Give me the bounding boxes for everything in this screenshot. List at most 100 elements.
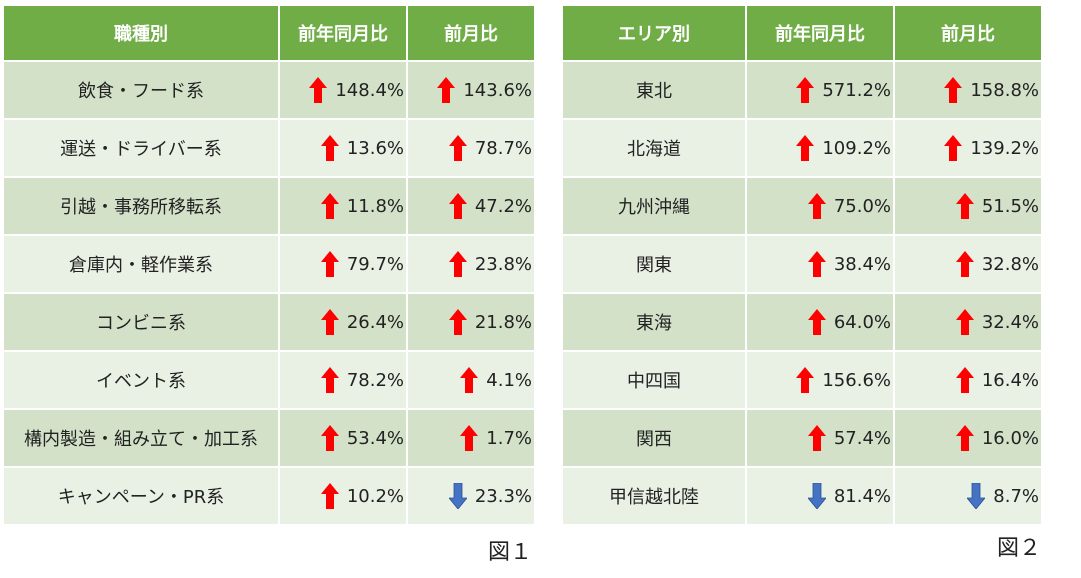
yoy-cell: 38.4% — [747, 236, 893, 292]
blue-down-arrow-icon — [967, 483, 986, 509]
red-up-arrow-icon — [460, 425, 479, 451]
red-up-arrow-icon — [320, 483, 339, 509]
red-up-arrow-icon — [807, 251, 826, 277]
red-up-arrow-icon — [320, 193, 339, 219]
yoy-value: 53.4% — [346, 427, 404, 449]
yoy-cell: 10.2% — [280, 468, 406, 524]
yoy-value: 109.2% — [822, 137, 891, 159]
yoy-cell: 75.0% — [747, 178, 893, 234]
red-up-arrow-icon — [796, 367, 815, 393]
table-row: 飲食・フード系 148.4% 143.6% — [4, 62, 534, 118]
row-label: 引越・事務所移転系 — [4, 178, 278, 234]
mom-cell: 158.8% — [895, 62, 1041, 118]
table-row: 中四国 156.6% 16.4% — [563, 352, 1041, 408]
yoy-cell: 53.4% — [280, 410, 406, 466]
mom-cell: 47.2% — [408, 178, 534, 234]
row-label: 東北 — [563, 62, 745, 118]
red-up-arrow-icon — [437, 77, 456, 103]
mom-cell: 23.3% — [408, 468, 534, 524]
mom-value: 21.8% — [474, 311, 532, 333]
table-row: 引越・事務所移転系 11.8% 47.2% — [4, 178, 534, 234]
mom-value: 158.8% — [970, 79, 1039, 101]
red-up-arrow-icon — [796, 135, 815, 161]
mom-cell: 1.7% — [408, 410, 534, 466]
area-table: エリア別 前年同月比 前月比 東北 571.2% 158.8% 北海道 109.2% 13… — [561, 4, 1043, 526]
yoy-value: 38.4% — [833, 253, 891, 275]
row-label: コンビニ系 — [4, 294, 278, 350]
row-label: 倉庫内・軽作業系 — [4, 236, 278, 292]
mom-value: 51.5% — [981, 195, 1039, 217]
row-label: 関西 — [563, 410, 745, 466]
row-label: 北海道 — [563, 120, 745, 176]
mom-value: 139.2% — [970, 137, 1039, 159]
yoy-cell: 156.6% — [747, 352, 893, 408]
yoy-cell: 11.8% — [280, 178, 406, 234]
mom-value: 47.2% — [474, 195, 532, 217]
mom-cell: 51.5% — [895, 178, 1041, 234]
mom-value: 1.7% — [486, 427, 532, 449]
mom-value: 32.8% — [981, 253, 1039, 275]
red-up-arrow-icon — [796, 77, 815, 103]
yoy-value: 26.4% — [346, 311, 404, 333]
yoy-value: 79.7% — [346, 253, 404, 275]
mom-cell: 16.4% — [895, 352, 1041, 408]
table-row: コンビニ系 26.4% 21.8% — [4, 294, 534, 350]
table-row: 倉庫内・軽作業系 79.7% 23.8% — [4, 236, 534, 292]
header-yoy: 前年同月比 — [280, 6, 406, 60]
figure-caption-1: 図１ — [488, 540, 533, 565]
row-label: 東海 — [563, 294, 745, 350]
yoy-value: 10.2% — [346, 485, 404, 507]
yoy-cell: 64.0% — [747, 294, 893, 350]
mom-cell: 143.6% — [408, 62, 534, 118]
mom-cell: 23.8% — [408, 236, 534, 292]
table-row: キャンペーン・PR系 10.2% 23.3% — [4, 468, 534, 524]
row-label: 運送・ドライバー系 — [4, 120, 278, 176]
yoy-cell: 79.7% — [280, 236, 406, 292]
mom-value: 23.3% — [474, 485, 532, 507]
table-row: 九州沖縄 75.0% 51.5% — [563, 178, 1041, 234]
mom-value: 23.8% — [474, 253, 532, 275]
mom-cell: 4.1% — [408, 352, 534, 408]
yoy-value: 156.6% — [822, 369, 891, 391]
red-up-arrow-icon — [320, 251, 339, 277]
red-up-arrow-icon — [320, 309, 339, 335]
row-label: 甲信越北陸 — [563, 468, 745, 524]
job-category-table: 職種別 前年同月比 前月比 飲食・フード系 148.4% 143.6% 運送・ドライバ… — [2, 4, 536, 526]
blue-down-arrow-icon — [807, 483, 826, 509]
yoy-value: 78.2% — [346, 369, 404, 391]
yoy-cell: 109.2% — [747, 120, 893, 176]
row-label: 飲食・フード系 — [4, 62, 278, 118]
red-up-arrow-icon — [309, 77, 328, 103]
red-up-arrow-icon — [807, 309, 826, 335]
mom-value: 16.0% — [981, 427, 1039, 449]
table-row: 東海 64.0% 32.4% — [563, 294, 1041, 350]
yoy-value: 57.4% — [833, 427, 891, 449]
red-up-arrow-icon — [955, 367, 974, 393]
table-row: イベント系 78.2% 4.1% — [4, 352, 534, 408]
mom-value: 143.6% — [463, 79, 532, 101]
header-yoy: 前年同月比 — [747, 6, 893, 60]
row-label: 関東 — [563, 236, 745, 292]
mom-value: 78.7% — [474, 137, 532, 159]
header-mom: 前月比 — [895, 6, 1041, 60]
red-up-arrow-icon — [448, 309, 467, 335]
yoy-cell: 78.2% — [280, 352, 406, 408]
red-up-arrow-icon — [944, 135, 963, 161]
mom-cell: 32.4% — [895, 294, 1041, 350]
yoy-value: 13.6% — [346, 137, 404, 159]
yoy-value: 11.8% — [346, 195, 404, 217]
header-mom: 前月比 — [408, 6, 534, 60]
header-job-category: 職種別 — [4, 6, 278, 60]
red-up-arrow-icon — [955, 251, 974, 277]
header-area: エリア別 — [563, 6, 745, 60]
mom-cell: 78.7% — [408, 120, 534, 176]
red-up-arrow-icon — [944, 77, 963, 103]
yoy-cell: 81.4% — [747, 468, 893, 524]
red-up-arrow-icon — [448, 135, 467, 161]
table-row: 関西 57.4% 16.0% — [563, 410, 1041, 466]
yoy-cell: 571.2% — [747, 62, 893, 118]
table-row: 関東 38.4% 32.8% — [563, 236, 1041, 292]
figure-caption-2: 図２ — [997, 536, 1042, 561]
red-up-arrow-icon — [807, 193, 826, 219]
yoy-cell: 13.6% — [280, 120, 406, 176]
